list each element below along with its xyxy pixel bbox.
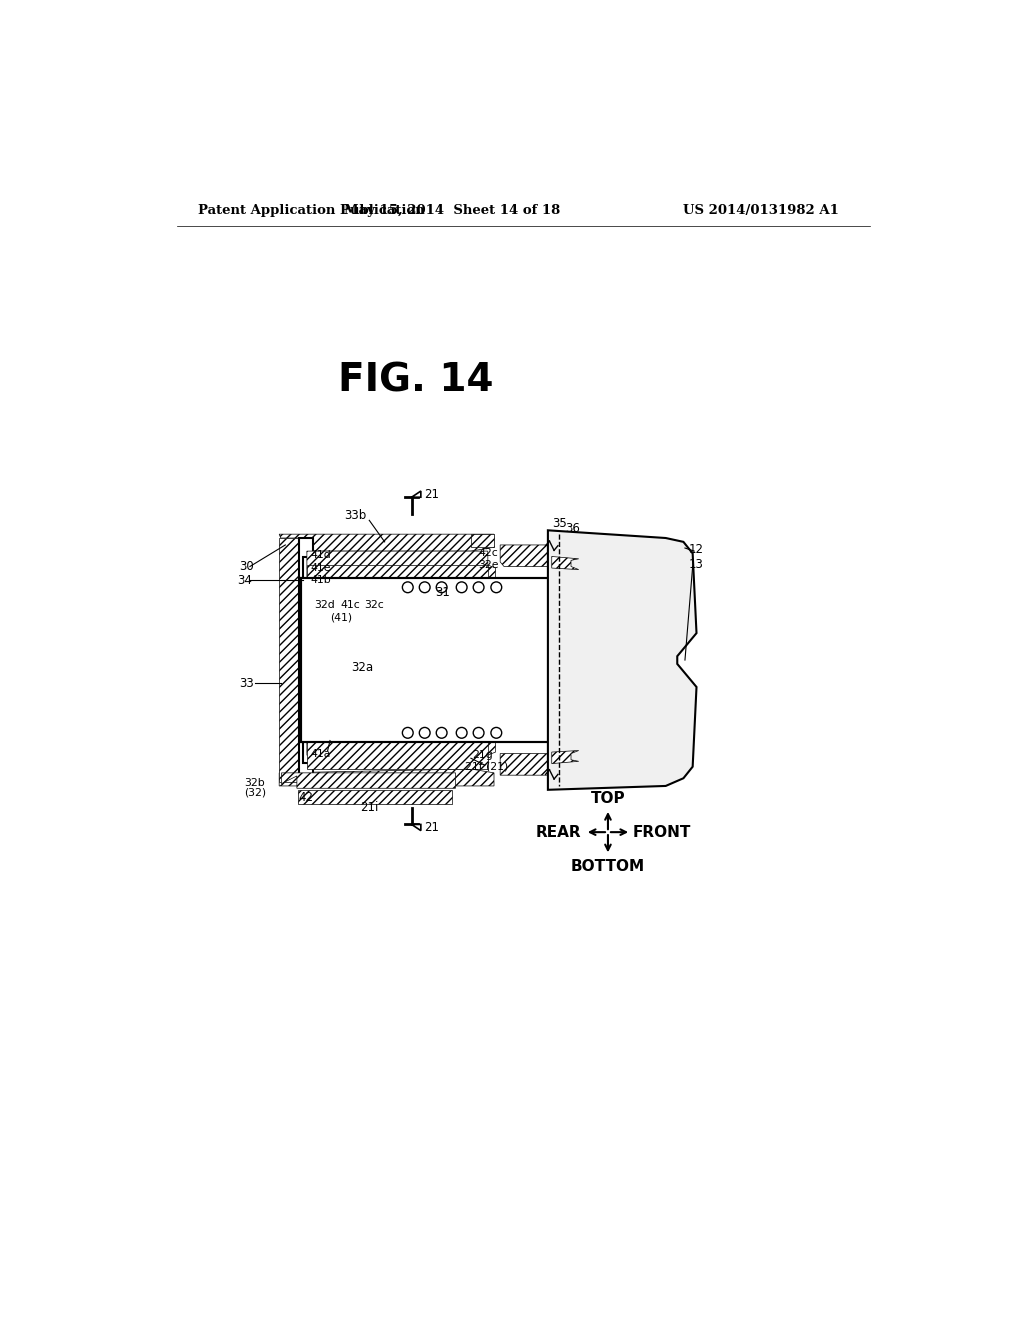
Text: 21i: 21i — [360, 801, 379, 814]
Polygon shape — [282, 774, 456, 788]
Text: 32a: 32a — [351, 661, 373, 675]
Polygon shape — [307, 741, 487, 770]
Circle shape — [457, 727, 467, 738]
Circle shape — [490, 727, 502, 738]
Text: Patent Application Publication: Patent Application Publication — [199, 205, 425, 218]
Text: 21: 21 — [424, 821, 439, 834]
Text: (32): (32) — [245, 787, 266, 797]
Text: 42: 42 — [298, 791, 313, 804]
Polygon shape — [280, 539, 299, 781]
Text: TOP: TOP — [591, 791, 626, 805]
Polygon shape — [552, 751, 579, 763]
Polygon shape — [280, 535, 494, 552]
Text: FRONT: FRONT — [633, 825, 691, 840]
Circle shape — [473, 582, 484, 593]
Polygon shape — [298, 789, 452, 804]
Text: 33b: 33b — [345, 510, 367, 523]
Polygon shape — [548, 531, 696, 789]
Text: BOTTOM: BOTTOM — [571, 858, 645, 874]
Circle shape — [473, 727, 484, 738]
Text: 32c: 32c — [364, 601, 384, 610]
Polygon shape — [307, 565, 487, 579]
Text: 32b: 32b — [245, 777, 265, 788]
Text: 34: 34 — [237, 574, 252, 587]
Text: (41): (41) — [330, 612, 352, 622]
Text: 32e: 32e — [478, 560, 499, 570]
Text: 42c: 42c — [478, 548, 499, 558]
Text: 36: 36 — [565, 521, 581, 535]
Text: 12: 12 — [689, 543, 703, 556]
Text: 35: 35 — [552, 517, 566, 529]
Text: 21f (21): 21f (21) — [465, 762, 508, 772]
Text: REAR: REAR — [536, 825, 582, 840]
Text: 32d: 32d — [314, 601, 335, 610]
Circle shape — [436, 727, 447, 738]
Polygon shape — [552, 557, 579, 570]
Text: 30: 30 — [240, 560, 254, 573]
Polygon shape — [299, 539, 313, 781]
Polygon shape — [412, 491, 421, 498]
Circle shape — [436, 582, 447, 593]
Text: May 15, 2014  Sheet 14 of 18: May 15, 2014 Sheet 14 of 18 — [344, 205, 560, 218]
Circle shape — [490, 582, 502, 593]
Text: 41a: 41a — [310, 748, 331, 759]
Text: 21g: 21g — [472, 750, 494, 760]
Circle shape — [419, 727, 430, 738]
Polygon shape — [280, 770, 494, 785]
Polygon shape — [307, 737, 496, 755]
Text: 41d: 41d — [310, 550, 331, 560]
Polygon shape — [412, 825, 421, 830]
Polygon shape — [500, 754, 571, 775]
Text: 13: 13 — [689, 558, 703, 572]
Circle shape — [402, 582, 413, 593]
Text: FIG. 14: FIG. 14 — [338, 362, 494, 399]
Polygon shape — [301, 578, 559, 742]
Text: 41e: 41e — [310, 564, 331, 573]
Text: US 2014/0131982 A1: US 2014/0131982 A1 — [683, 205, 840, 218]
Polygon shape — [567, 562, 574, 758]
Polygon shape — [307, 552, 496, 583]
Polygon shape — [500, 545, 571, 566]
Text: 41b: 41b — [310, 576, 331, 585]
Circle shape — [419, 582, 430, 593]
Text: 41c: 41c — [341, 601, 360, 610]
Circle shape — [402, 727, 413, 738]
Circle shape — [457, 582, 467, 593]
Polygon shape — [471, 535, 494, 548]
Text: 31: 31 — [435, 586, 450, 599]
Text: 33: 33 — [240, 677, 254, 689]
Text: 21: 21 — [424, 487, 439, 500]
